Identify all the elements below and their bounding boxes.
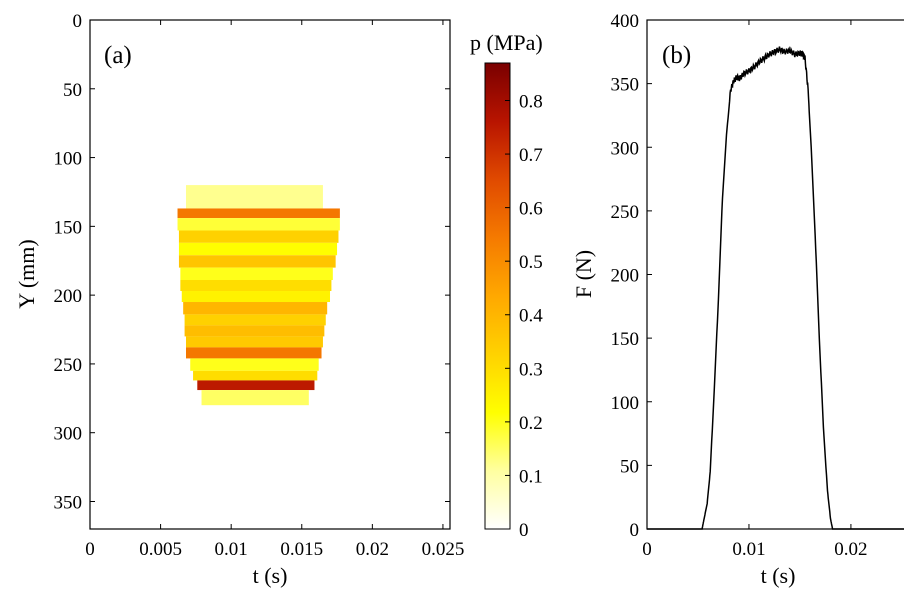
panel-a-axes-frame (89, 19, 451, 530)
panel-b-y-axis-label: F (N) (571, 250, 596, 298)
panel-a-y-tick-label: 50 (63, 80, 82, 101)
colorbar-tick-label: 0.3 (519, 359, 543, 380)
panel-b-x-ticks: 0 0.01 0.02 (642, 20, 868, 560)
colorbar-tick-label: 0.1 (519, 466, 543, 487)
heatmap-row-0 (186, 185, 323, 209)
panel-b-y-tick-label: 400 (611, 11, 640, 32)
heatmap-row-7 (180, 280, 332, 292)
colorbar-gradient (484, 62, 511, 530)
heatmap-row-4 (178, 242, 338, 256)
panel-a-x-tick-label: 0.02 (356, 539, 389, 560)
colorbar-ticks: 0 0.1 0.2 0.3 0.4 0.5 0.6 0.7 0.8 (505, 91, 543, 541)
panel-a-x-ticks: 0 0.005 0.01 0.015 0.02 0.025 (85, 20, 464, 560)
heatmap-row-10 (184, 314, 326, 326)
panel-a-heatmap: 0 0.005 0.01 0.015 0.02 0.025 0 50 100 150 200 250… (14, 11, 464, 588)
panel-b-label: (b) (662, 42, 691, 69)
panel-b-y-tick-label: 50 (620, 456, 639, 477)
panel-a-y-tick-label: 350 (54, 492, 83, 513)
panel-b-line-chart: 0 0.01 0.02 0 50 100 150 200 250 300 350 400 (b) t… (571, 11, 904, 588)
panel-b-y-tick-label: 0 (630, 520, 640, 541)
panel-b-y-tick-label: 100 (611, 393, 640, 414)
heatmap-row-14 (190, 358, 319, 371)
heatmap-row-17 (201, 390, 309, 406)
panel-b-y-tick-label: 350 (611, 75, 640, 96)
heatmap-row-11 (184, 325, 325, 337)
panel-a-x-axis-label: t (s) (253, 563, 288, 588)
colorbar: p (MPa) 0 0.1 0.2 0.3 0.4 0.5 0.6 0.7 0.8 (470, 30, 543, 541)
force-curve (647, 46, 904, 530)
panel-b-y-tick-label: 150 (611, 329, 640, 350)
heatmap-row-1 (177, 208, 340, 219)
panel-a-x-tick-label: 0.005 (139, 539, 182, 560)
heatmap-cells (177, 185, 340, 406)
panel-a-y-tick-label: 250 (54, 355, 83, 376)
heatmap-row-3 (178, 230, 339, 243)
panel-b-y-tick-label: 300 (611, 138, 640, 159)
heatmap-row-6 (180, 267, 333, 281)
heatmap-row-12 (186, 336, 323, 348)
panel-a-y-tick-label: 100 (54, 149, 83, 170)
panel-a-y-tick-label: 300 (54, 424, 83, 445)
panel-b-x-tick-label: 0 (642, 539, 652, 560)
heatmap-row-8 (181, 291, 330, 303)
panel-a-y-tick-label: 200 (54, 286, 83, 307)
heatmap-row-2 (177, 218, 340, 231)
panel-b-y-ticks: 0 50 100 150 200 250 300 350 400 (611, 11, 652, 541)
panel-b-y-tick-label: 200 (611, 266, 640, 287)
colorbar-tick-label: 0.8 (519, 91, 543, 112)
heatmap-row-16 (197, 380, 315, 391)
panel-a-x-tick-label: 0.01 (215, 539, 248, 560)
panel-b-x-tick-label: 0.01 (732, 539, 765, 560)
colorbar-tick-label: 0.5 (519, 252, 543, 273)
heatmap-row-9 (183, 302, 328, 315)
colorbar-tick-label: 0.2 (519, 413, 543, 434)
panel-a-y-ticks: 0 50 100 150 200 250 300 350 (54, 11, 450, 513)
panel-a-y-tick-label: 150 (54, 217, 83, 238)
panel-a-label: (a) (104, 42, 132, 69)
colorbar-tick-label: 0.6 (519, 199, 543, 220)
panel-a-y-axis-label: Y (mm) (14, 239, 39, 308)
heatmap-row-15 (193, 370, 318, 381)
heatmap-row-13 (186, 347, 322, 359)
panel-b-x-tick-label: 0.02 (834, 539, 867, 560)
colorbar-tick-label: 0 (519, 520, 529, 541)
panel-b-axes-frame (646, 19, 904, 530)
colorbar-tick-label: 0.4 (519, 306, 543, 327)
panel-b-x-axis-label: t (s) (761, 563, 796, 588)
panel-a-y-tick-label: 0 (73, 11, 83, 32)
heatmap-row-5 (178, 255, 336, 268)
panel-b-y-tick-label: 250 (611, 202, 640, 223)
panel-a-x-tick-label: 0.025 (422, 539, 465, 560)
panel-a-x-tick-label: 0 (85, 539, 95, 560)
colorbar-title: p (MPa) (470, 30, 543, 55)
panel-a-x-tick-label: 0.015 (280, 539, 323, 560)
colorbar-tick-label: 0.7 (519, 145, 543, 166)
